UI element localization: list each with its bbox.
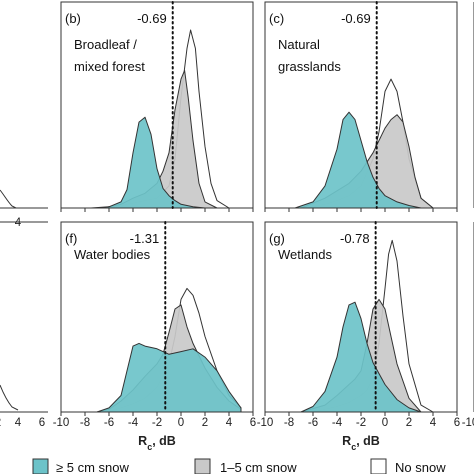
panel-c-title-line-1: grasslands bbox=[278, 59, 341, 74]
panel-g-x-tick-label: 6 bbox=[454, 417, 460, 429]
panel-g-wetlands: -0.78 (g)Wetlands -10 -8 -6 -4 -2 0 2 4 6 Rc, dB bbox=[257, 221, 460, 452]
panel-g-density-deep-snow bbox=[300, 301, 422, 413]
panel-f-x-tick-label: 4 bbox=[226, 417, 233, 429]
panel-c-label: (c) bbox=[269, 11, 284, 26]
panel-c-natural-grasslands: -0.69 (c) Natural grasslands bbox=[264, 1, 458, 212]
panel-f-x-tick-label: 6 bbox=[250, 417, 256, 429]
left-partial-bottom-tick-4: 4 bbox=[15, 417, 22, 429]
panel-f-x-tick-label: -2 bbox=[152, 417, 162, 429]
panel-b-title-line-1: mixed forest bbox=[74, 59, 145, 74]
left-partial-top-curve bbox=[0, 189, 17, 209]
panel-g-x-tick-label: 4 bbox=[430, 417, 437, 429]
panel-f-water-bodies: -1.31 (f)Water bodies -10 -8 -6 -4 -2 0 2 4 6 Rc, d… bbox=[53, 221, 256, 452]
panel-f-density-deep-snow bbox=[96, 342, 242, 413]
panel-f-x-tick-label: 0 bbox=[178, 417, 184, 429]
panel-b-density-deep-snow bbox=[90, 116, 206, 209]
legend: ≥ 5 cm snow 1–5 cm snow No snow bbox=[32, 458, 446, 474]
panel-f-x-tick-label: -10 bbox=[53, 417, 70, 429]
panel-f-label: (f) bbox=[65, 231, 77, 246]
panel-b-title-line-0: Broadleaf / bbox=[74, 37, 137, 52]
panel-b-threshold-label: -0.69 bbox=[137, 11, 167, 26]
legend-label-no-snow: No snow bbox=[395, 460, 446, 474]
panel-f-x-tick-label: -6 bbox=[104, 417, 114, 429]
panel-g-title: Wetlands bbox=[278, 247, 332, 262]
legend-label-light-snow: 1–5 cm snow bbox=[220, 460, 297, 474]
panel-c-title-line-0: Natural bbox=[278, 37, 320, 52]
panel-g-x-tick-label: -8 bbox=[284, 417, 294, 429]
panel-c-density-deep-snow bbox=[294, 111, 422, 209]
left-partial-bottom-curve bbox=[0, 384, 19, 411]
panel-c-threshold-label: -0.69 bbox=[341, 11, 371, 26]
panel-b-label: (b) bbox=[65, 11, 81, 26]
legend-swatch-deep-snow bbox=[32, 458, 49, 474]
panel-b-broadleaf-forest: -0.69 (b) Broadleaf / mixed forest bbox=[60, 1, 254, 212]
panel-g-x-tick-label: 0 bbox=[382, 417, 388, 429]
legend-swatch-no-snow bbox=[370, 458, 387, 474]
legend-label-deep-snow: ≥ 5 cm snow bbox=[56, 460, 129, 474]
panel-f-x-tick-label: -4 bbox=[128, 417, 139, 429]
panel-g-x-tick-label: -4 bbox=[332, 417, 343, 429]
panel-f-threshold-label: -1.31 bbox=[130, 231, 160, 246]
panel-f-x-tick-label: -8 bbox=[80, 417, 90, 429]
panel-f-xlabel: Rc, dB bbox=[138, 434, 176, 452]
panel-g-label: (g) bbox=[269, 231, 285, 246]
panel-g-threshold-label: -0.78 bbox=[340, 231, 370, 246]
panel-f-x-tick-label: 2 bbox=[202, 417, 208, 429]
panel-g-xlabel: Rc, dB bbox=[342, 434, 380, 452]
right-partial-tick: -10 bbox=[462, 417, 474, 429]
panel-g-x-tick-label: -6 bbox=[308, 417, 318, 429]
right-partial-panels: -10 bbox=[462, 2, 474, 429]
left-partial-panels: 4 -2 4 6 bbox=[0, 189, 48, 429]
panel-g-x-tick-label: 2 bbox=[406, 417, 412, 429]
panel-f-title: Water bodies bbox=[74, 247, 151, 262]
left-partial-top-tick: 4 bbox=[15, 217, 22, 229]
panel-g-x-tick-label: -10 bbox=[257, 417, 274, 429]
legend-swatch-light-snow bbox=[194, 458, 211, 474]
left-partial-bottom-tick-0: -2 bbox=[0, 417, 1, 429]
left-partial-bottom-tick-6: 6 bbox=[39, 417, 45, 429]
panel-g-x-tick-label: -2 bbox=[356, 417, 366, 429]
